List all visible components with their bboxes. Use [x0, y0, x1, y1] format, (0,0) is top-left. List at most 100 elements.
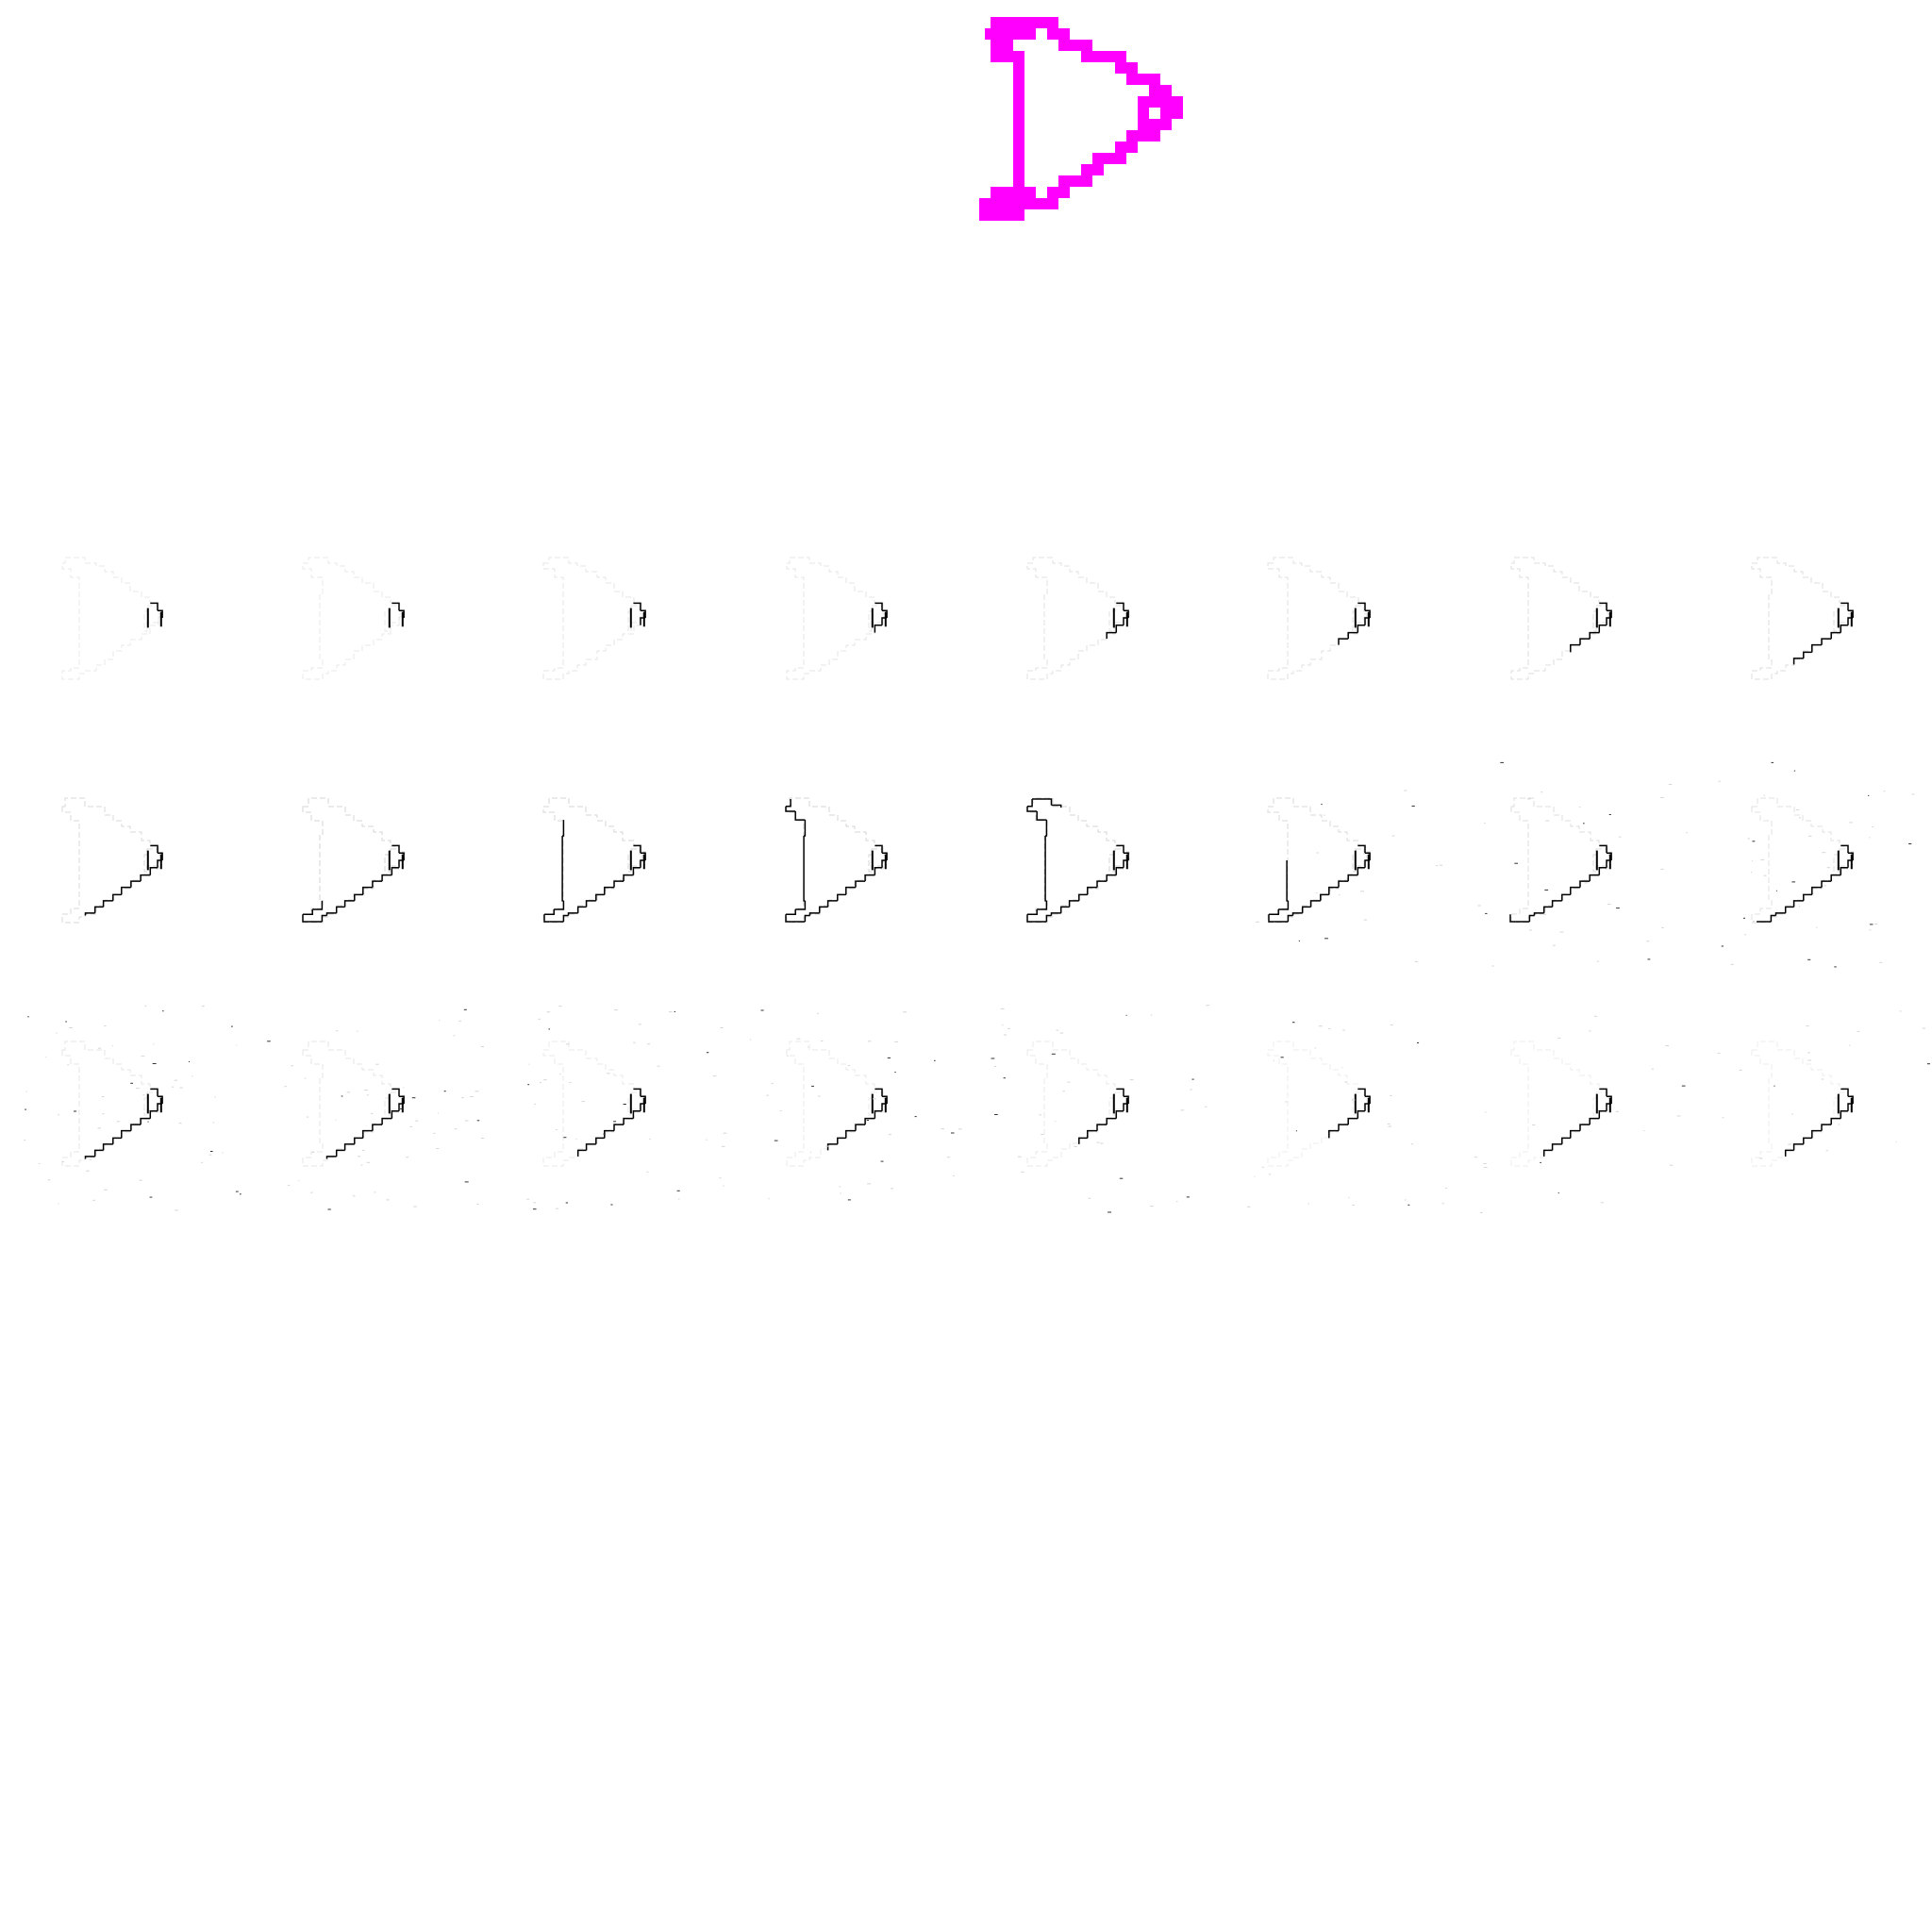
frame-noise-speck: [27, 1016, 29, 1018]
frame-noise-speck: [1003, 1077, 1006, 1079]
frame-noise-speck: [610, 1204, 613, 1206]
frame-noise-speck: [721, 1145, 725, 1147]
frame-ghost-outline: [384, 1091, 403, 1116]
frame-noise-speck: [1763, 874, 1767, 876]
frame-head-mark: [1112, 1093, 1128, 1114]
frame-noise-speck: [1750, 872, 1753, 873]
frame-noise-speck: [1125, 1014, 1127, 1016]
frame-noise-speck: [1722, 1117, 1724, 1119]
frame-dark-stroke: [1357, 1110, 1365, 1119]
frame-noise-speck: [1751, 859, 1753, 861]
frame-dark-stroke: [1357, 844, 1366, 854]
frame-noise-speck: [142, 1094, 145, 1096]
frame-ghost-outline: [1267, 557, 1371, 680]
frame-noise-speck: [540, 1082, 541, 1084]
frame-noise-speck: [1651, 1068, 1654, 1070]
frame-noise-speck: [1607, 904, 1611, 905]
frame-ghost-outline: [384, 605, 403, 632]
frame-noise-speck: [1730, 963, 1734, 965]
frame-dark-stroke: [576, 906, 587, 913]
frame-noise-speck: [116, 1121, 121, 1123]
frame-dark-stroke: [1533, 912, 1544, 916]
frame-noise-speck: [231, 1025, 233, 1027]
frame-noise-speck: [1743, 917, 1745, 919]
frame-noise-speck: [149, 1196, 153, 1198]
frame-noise-speck: [1348, 1197, 1350, 1199]
frame-dark-stroke: [874, 1110, 882, 1119]
frame-18: [267, 1008, 485, 1210]
frame-noise-speck: [1643, 1130, 1645, 1132]
frame-noise-speck: [1552, 944, 1556, 946]
frame-noise-speck: [1344, 1081, 1347, 1083]
frame-noise-speck: [236, 1044, 238, 1046]
frame-noise-speck: [222, 1152, 224, 1154]
frame-noise-speck: [543, 1079, 547, 1081]
frame-dark-stroke: [613, 1124, 625, 1131]
frame-dark-stroke: [1509, 914, 1516, 923]
frame-dark-stroke: [1848, 1095, 1854, 1104]
frame-noise-speck: [1352, 1204, 1355, 1206]
frame-noise-speck: [1717, 1052, 1721, 1054]
frame-noise-speck: [208, 1154, 212, 1156]
frame-noise-speck: [178, 1123, 182, 1124]
frame-noise-speck: [135, 1088, 140, 1090]
frame-dark-stroke: [121, 886, 131, 895]
frame-noise-speck: [1661, 926, 1664, 928]
frame-dark-stroke: [1124, 852, 1129, 860]
frame-noise-speck: [411, 1097, 416, 1099]
frame-noise-speck: [1479, 1211, 1483, 1213]
frame-noise-speck: [880, 1160, 884, 1162]
frame-noise-speck: [366, 1094, 369, 1096]
target-inner-loop: [1138, 96, 1177, 142]
frame-dark-stroke: [1287, 914, 1293, 922]
frame-noise-speck: [766, 1094, 769, 1096]
frame-noise-speck: [606, 1073, 610, 1074]
frame-noise-speck: [1363, 919, 1367, 921]
frame-dark-stroke: [149, 867, 158, 875]
frame-dark-stroke: [372, 880, 383, 888]
frame-dark-stroke: [1784, 906, 1794, 913]
frame-noise-speck: [1500, 761, 1504, 763]
frame-dark-stroke: [1830, 1117, 1841, 1125]
frame-dark-stroke: [343, 900, 355, 908]
frame-noise-speck: [891, 1188, 893, 1190]
frame-ghost-outline: [1108, 848, 1127, 873]
frame-dark-stroke: [1792, 1143, 1804, 1151]
frame-noise-speck: [657, 1065, 660, 1067]
frame-noise-speck: [1816, 926, 1818, 928]
frame-noise-speck: [335, 1119, 337, 1121]
frame-dark-stroke: [1036, 811, 1047, 821]
frame-noise-speck: [56, 1032, 58, 1034]
frame-noise-speck: [409, 1125, 412, 1127]
frame-noise-speck: [1808, 835, 1812, 837]
frame-ghost-outline: [1592, 848, 1611, 873]
frame-noise-speck: [1615, 1110, 1619, 1112]
frame-noise-speck: [1806, 1025, 1809, 1027]
frame-dark-stroke: [150, 602, 158, 611]
frame-noise-speck: [818, 1095, 821, 1097]
frame-noise-speck: [1150, 1014, 1153, 1016]
frame-noise-speck: [1822, 852, 1826, 854]
frame-noise-speck: [847, 1065, 851, 1067]
frame-noise-speck: [86, 1170, 90, 1172]
frame-noise-speck: [565, 1043, 570, 1045]
frame-noise-speck: [1407, 1204, 1410, 1206]
frame-noise-speck: [533, 1208, 537, 1210]
frame-dark-stroke: [585, 1143, 596, 1151]
frame-10: [302, 797, 406, 924]
frame-ghost-outline: [542, 797, 646, 924]
frame-noise-speck: [779, 1110, 782, 1112]
frame-dark-stroke: [325, 912, 337, 916]
frame-dark-stroke: [562, 820, 565, 837]
frame-noise-speck: [993, 1066, 997, 1067]
frame-dark-stroke: [1598, 1110, 1607, 1119]
frame-noise-speck: [111, 1045, 114, 1047]
frame-dark-stroke: [1027, 799, 1033, 808]
frame-head-mark: [1595, 1093, 1611, 1114]
frame-noise-speck: [1039, 1114, 1042, 1116]
frame-noise-speck: [58, 1203, 59, 1205]
frame-ghost-outline: [1751, 1041, 1855, 1167]
frame-noise-speck: [1647, 958, 1651, 960]
frame-noise-speck: [994, 1114, 998, 1115]
